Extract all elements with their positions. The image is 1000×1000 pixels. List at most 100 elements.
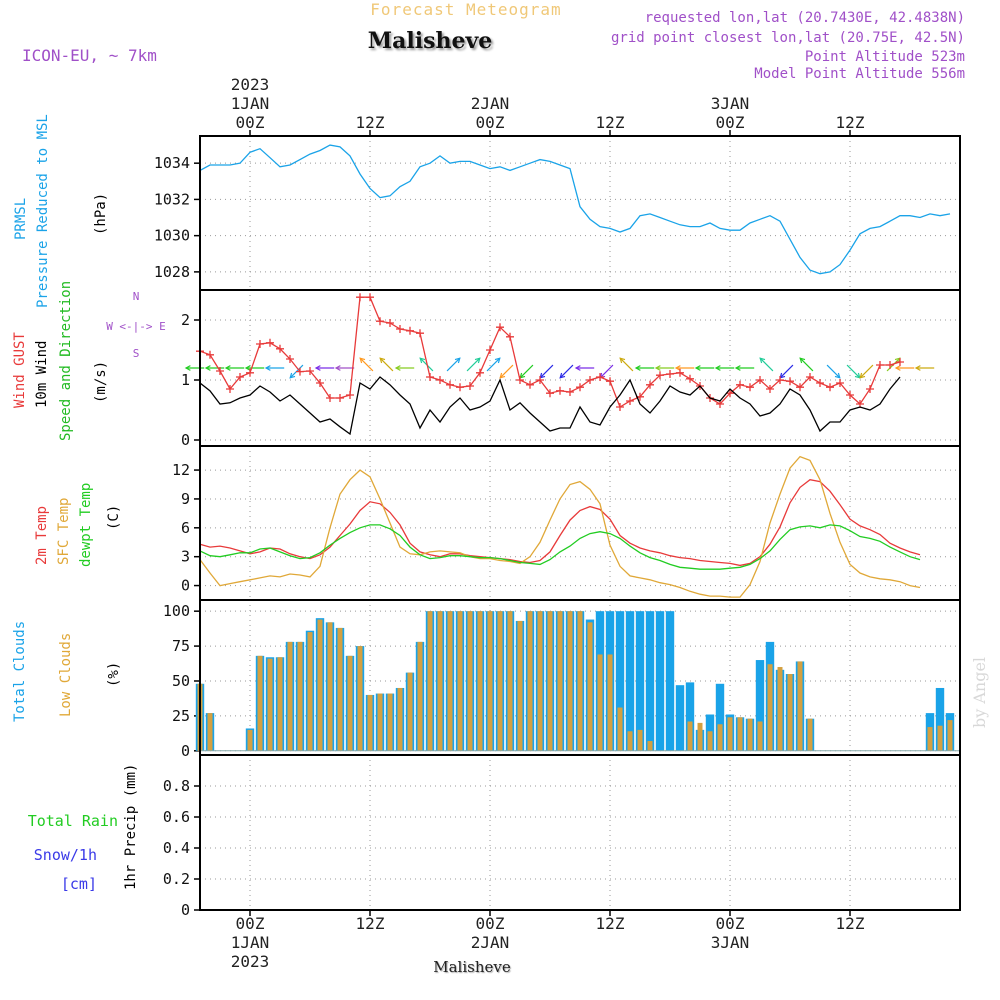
low-clouds-bar bbox=[317, 619, 323, 751]
wind-direction-arrow bbox=[559, 364, 574, 379]
low-clouds-bar bbox=[337, 627, 343, 751]
wind-direction-arrow bbox=[654, 365, 675, 371]
gust-marker bbox=[416, 329, 424, 338]
bottom-time-label: 12Z bbox=[596, 914, 625, 933]
temperature-ytick-label: 9 bbox=[181, 490, 190, 508]
point-altitude: Point Altitude 523m bbox=[805, 49, 965, 65]
gust-marker bbox=[316, 379, 324, 387]
low-clouds-bar bbox=[747, 718, 753, 751]
top-time-label: 2JAN bbox=[471, 94, 510, 113]
clouds-ytick-label: 25 bbox=[172, 707, 190, 725]
gust-marker bbox=[676, 368, 684, 377]
low-clouds-bar bbox=[717, 724, 723, 751]
gust-marker bbox=[796, 383, 804, 392]
gust-marker bbox=[816, 379, 824, 387]
wind-direction-arrow bbox=[224, 365, 245, 371]
wind-direction-arrow bbox=[264, 365, 285, 371]
low-clouds-bar bbox=[447, 611, 453, 751]
low-clouds-bar bbox=[647, 741, 653, 751]
total-clouds-bar bbox=[645, 611, 655, 751]
gust-marker bbox=[626, 397, 634, 405]
temperature-frame bbox=[199, 445, 961, 601]
low-clouds-bar bbox=[797, 661, 803, 751]
precip-labels: Total Rain Snow/1h [cm] 1hr Precip (mm) bbox=[28, 764, 139, 893]
gust-marker bbox=[866, 385, 874, 393]
gust-marker bbox=[216, 367, 224, 375]
wind-ytick-label: 1 bbox=[181, 371, 190, 389]
wind-direction-arrow bbox=[694, 365, 715, 371]
gust-marker bbox=[306, 367, 314, 375]
low-clouds-bar bbox=[427, 611, 433, 751]
10m-wind-line bbox=[199, 376, 901, 436]
bottom-time-label: 2JAN bbox=[471, 933, 510, 952]
low-clouds-bar bbox=[767, 664, 773, 751]
wind-direction-arrow bbox=[359, 357, 374, 372]
top-time-label: 12Z bbox=[836, 113, 865, 132]
gust-marker bbox=[346, 391, 354, 399]
temperature-ytick-label: 3 bbox=[181, 548, 190, 566]
total-clouds-bar bbox=[625, 611, 635, 751]
gust-marker bbox=[766, 385, 774, 393]
low-clouds-bar bbox=[247, 729, 253, 751]
low-clouds-bar bbox=[267, 658, 273, 751]
wind-direction-arrow bbox=[379, 357, 394, 372]
clouds-ytick-label: 0 bbox=[181, 742, 190, 760]
wind-direction-arrow bbox=[779, 364, 794, 379]
low-clouds-bar bbox=[407, 672, 413, 751]
wind-direction-arrow bbox=[914, 365, 935, 371]
low-clouds-bar bbox=[377, 693, 383, 751]
low-clouds-bar bbox=[577, 611, 583, 751]
clouds-ytick-label: 100 bbox=[163, 602, 190, 620]
gust-marker bbox=[666, 370, 674, 378]
wind-direction-arrow bbox=[539, 364, 554, 379]
compass-n: N bbox=[133, 290, 140, 303]
wind-direction-arrow bbox=[394, 365, 415, 371]
low-clouds-bar bbox=[497, 611, 503, 751]
low-clouds-bar bbox=[697, 722, 703, 751]
gust-marker bbox=[836, 379, 844, 387]
low-clouds-bar bbox=[347, 655, 353, 751]
gust-marker bbox=[526, 380, 534, 389]
low-clouds-bar bbox=[627, 731, 633, 751]
low-clouds-bar bbox=[257, 655, 263, 751]
snow-unit-label: [cm] bbox=[61, 875, 97, 893]
compass-we: W <-|-> E bbox=[106, 320, 166, 333]
low-clouds-bar bbox=[557, 611, 563, 751]
panels: 1028103010321034012036912025507510000.20… bbox=[154, 130, 961, 919]
top-time-label: 00Z bbox=[476, 113, 505, 132]
gust-marker bbox=[206, 350, 214, 359]
pressure-frame bbox=[199, 135, 961, 291]
low-clouds-bar bbox=[807, 718, 813, 751]
wind-direction-arrow bbox=[859, 364, 874, 379]
precip-unit: 1hr Precip (mm) bbox=[123, 764, 139, 890]
temperature-ytick-label: 6 bbox=[181, 519, 190, 537]
bottom-time-label: 00Z bbox=[476, 914, 505, 933]
precip-frame bbox=[199, 754, 961, 911]
gust-marker bbox=[546, 389, 554, 398]
precip-panel: 0 0.2 0.4 0.6 0.8 bbox=[163, 754, 961, 919]
low-clouds-bar bbox=[737, 717, 743, 751]
wind-10m-label: 10m Wind bbox=[34, 341, 50, 408]
pressure-ytick-label: 1030 bbox=[154, 227, 190, 245]
sfc-temp-label: SFC Temp bbox=[56, 498, 72, 565]
wind-direction-arrow bbox=[466, 357, 481, 372]
wind-direction-arrow bbox=[244, 365, 265, 371]
low-clouds-bar bbox=[397, 687, 403, 751]
gust-marker bbox=[576, 383, 584, 392]
model-altitude: Model Point Altitude 556m bbox=[754, 66, 965, 82]
gust-marker bbox=[406, 326, 414, 335]
wind-direction-arrow bbox=[759, 357, 774, 372]
wind-direction-arrow bbox=[519, 364, 534, 379]
wind-direction-arrow bbox=[334, 365, 355, 371]
precip-ytick-label: 0.6 bbox=[163, 808, 190, 826]
gust-marker bbox=[776, 376, 784, 384]
gust-marker bbox=[606, 377, 614, 386]
wind-direction-arrow bbox=[799, 357, 814, 372]
gust-marker bbox=[326, 394, 334, 402]
model-label: ICON-EU, ~ 7km bbox=[22, 46, 157, 65]
low-clouds-bar bbox=[637, 729, 643, 751]
dewpt-label: dewpt Temp bbox=[78, 483, 94, 567]
low-clouds-bar bbox=[587, 622, 593, 751]
temperature-ytick-label: 12 bbox=[172, 461, 190, 479]
